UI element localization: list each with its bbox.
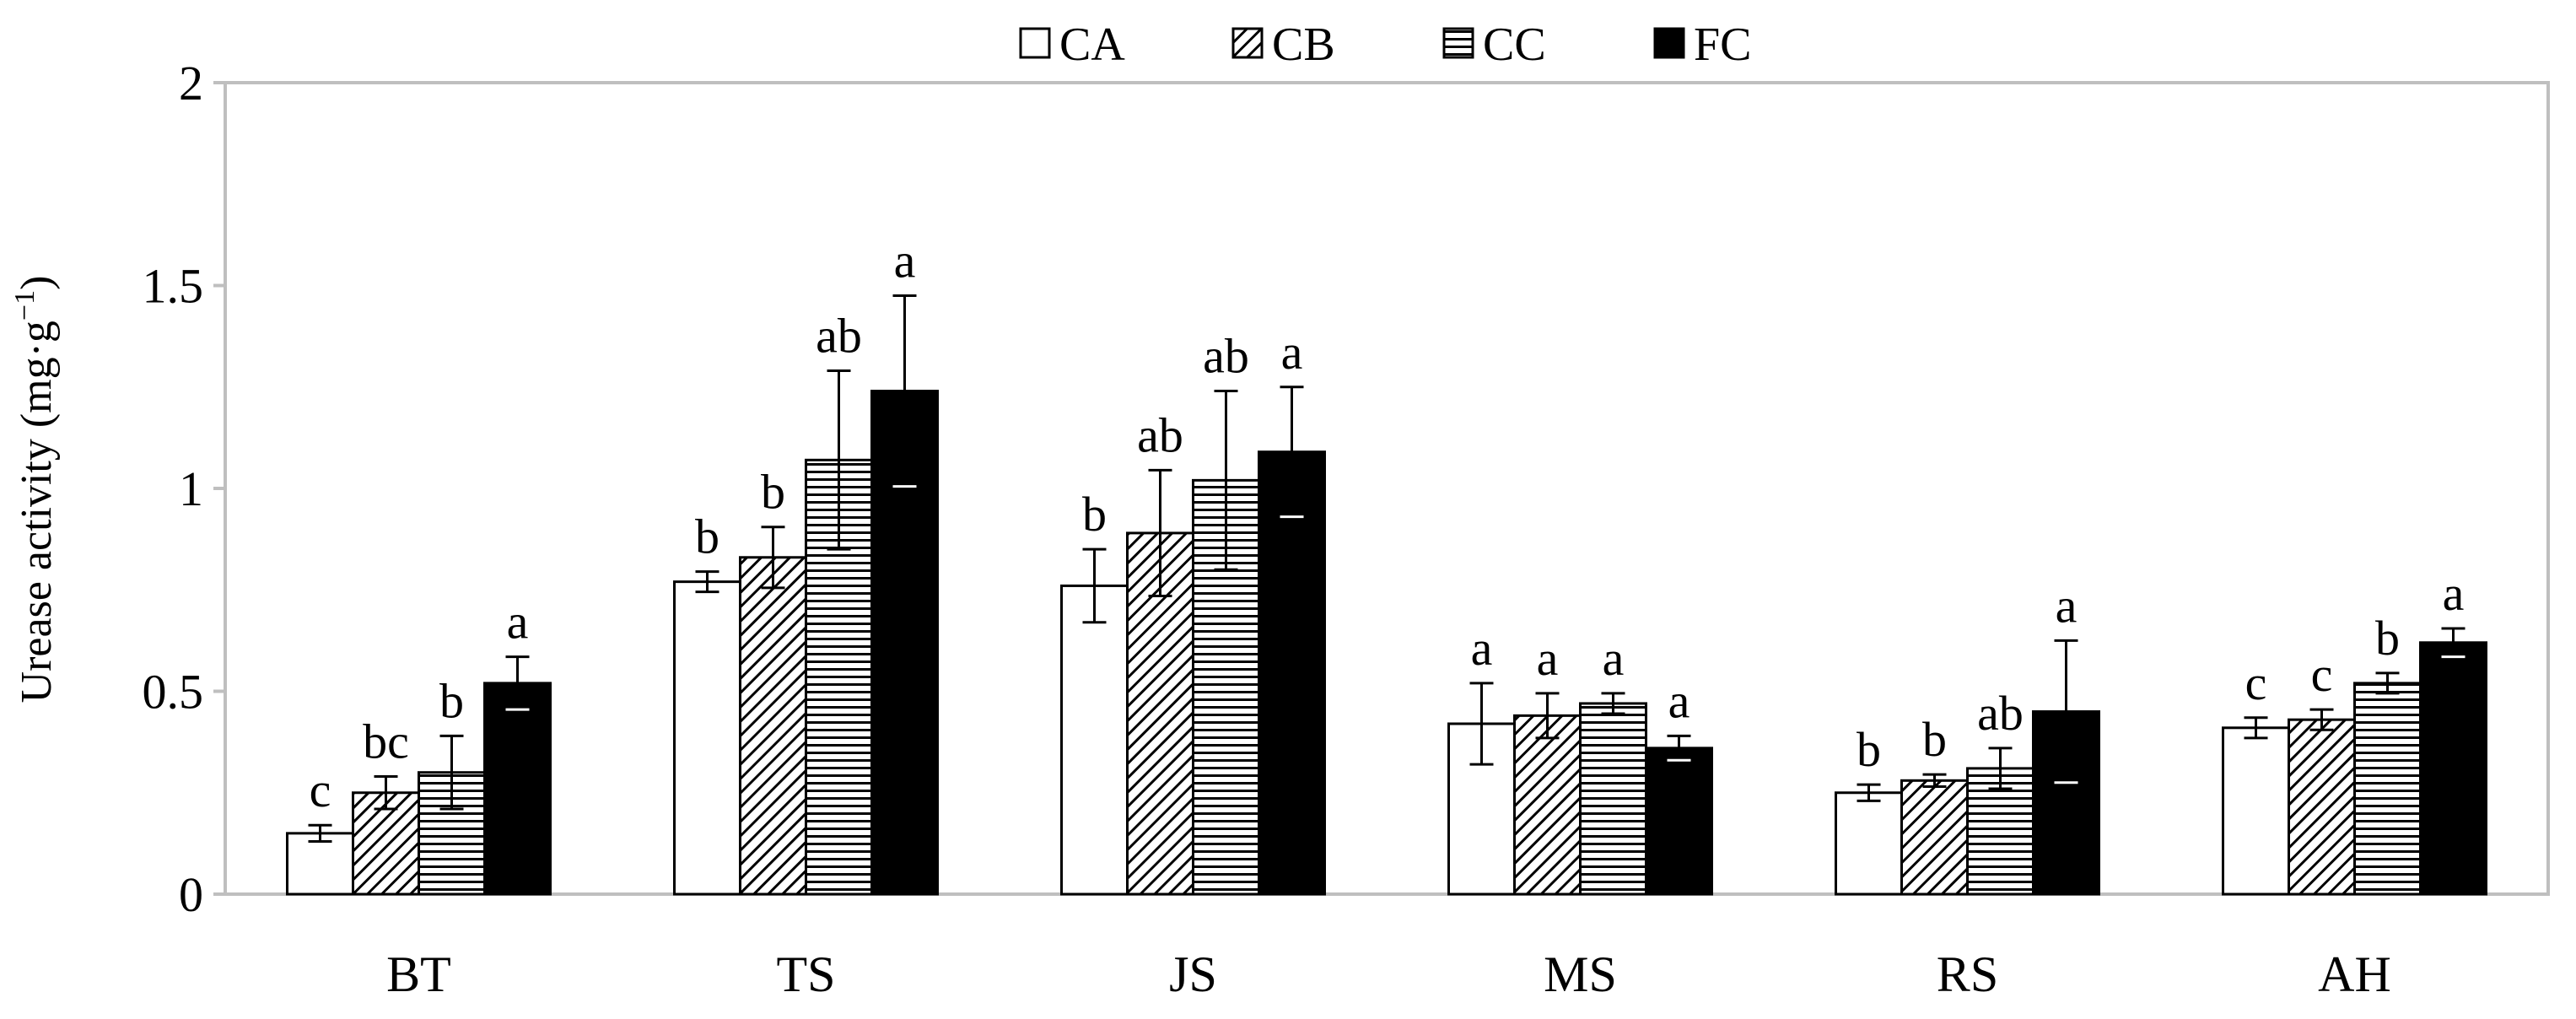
significance-letter: b	[1857, 722, 1881, 777]
significance-letter: ab	[1977, 686, 2024, 741]
x-category-label: RS	[1937, 946, 1998, 1002]
significance-letter: b	[761, 465, 785, 520]
bar-fc-ms	[1645, 747, 1713, 896]
legend-swatch-cb	[1231, 27, 1264, 59]
legend-item-cc: CC	[1442, 19, 1546, 71]
legend-label-cc: CC	[1483, 19, 1546, 71]
bar-ca-ts	[673, 580, 741, 896]
x-category-label: MS	[1544, 946, 1617, 1002]
significance-letter: a	[2056, 578, 2078, 633]
x-category-label: TS	[776, 946, 835, 1002]
significance-letter: a	[1537, 631, 1559, 686]
y-tick-label: 2	[179, 56, 203, 111]
x-category-label: JS	[1169, 946, 1217, 1002]
bar-ca-js	[1060, 584, 1129, 896]
legend-swatch-fc	[1653, 27, 1685, 59]
x-category-label: AH	[2318, 946, 2391, 1002]
bar-fc-bt	[483, 682, 552, 896]
y-tick-label: 0	[179, 867, 203, 922]
bar-fc-ah	[2419, 641, 2487, 896]
legend-label-cb: CB	[1272, 19, 1335, 71]
legend-item-fc: FC	[1653, 19, 1752, 71]
legend: CA CB CC FC	[1019, 19, 1752, 71]
significance-letter: a	[1668, 673, 1690, 728]
y-tick-label: 0.5	[143, 665, 204, 720]
significance-letter: a	[894, 234, 916, 288]
y-axis: 0 0.5 1 1.5 2	[143, 56, 225, 922]
significance-letter: b	[1922, 712, 1947, 767]
bar-cc-ah	[2353, 682, 2422, 896]
plot-frame	[224, 81, 2550, 896]
legend-label-fc: FC	[1694, 19, 1752, 71]
bar-cb-ts	[739, 556, 807, 896]
legend-item-ca: CA	[1019, 19, 1125, 71]
legend-label-ca: CA	[1059, 19, 1125, 71]
y-axis-title: Urease activity (mg·g−1)	[9, 276, 61, 704]
significance-letter: bc	[363, 714, 409, 769]
significance-letter: b	[2375, 611, 2400, 666]
bar-cc-ms	[1579, 702, 1647, 896]
x-axis: BT TS JS MS RS AH	[386, 946, 2391, 1002]
significance-letter: a	[1471, 621, 1493, 676]
bar-ca-ah	[2222, 726, 2290, 896]
significance-letter: a	[2443, 566, 2465, 621]
significance-letter: a	[1281, 325, 1303, 380]
significance-letter: c	[2245, 655, 2267, 710]
bar-fc-js	[1258, 450, 1326, 896]
significance-letter: a	[507, 595, 529, 650]
significance-letter: b	[439, 673, 464, 728]
significance-letter: ab	[1203, 329, 1249, 384]
y-tick-label: 1	[179, 461, 203, 516]
significance-letter: b	[1082, 487, 1107, 542]
legend-item-cb: CB	[1231, 19, 1335, 71]
significance-letter: ab	[1137, 407, 1183, 462]
legend-swatch-ca	[1019, 27, 1051, 59]
significance-letter: c	[2311, 647, 2333, 702]
bar-cb-ms	[1513, 714, 1582, 896]
y-tick-label: 1.5	[143, 259, 204, 314]
significance-letter: ab	[816, 309, 862, 364]
significance-letter: b	[695, 510, 719, 564]
bar-cb-rs	[1900, 779, 1969, 896]
significance-letter: a	[1603, 631, 1625, 686]
bar-cb-ah	[2288, 718, 2356, 896]
legend-swatch-cc	[1442, 27, 1474, 59]
significance-letter: c	[310, 763, 331, 817]
x-category-label: BT	[386, 946, 451, 1002]
bar-ca-rs	[1835, 791, 1903, 896]
